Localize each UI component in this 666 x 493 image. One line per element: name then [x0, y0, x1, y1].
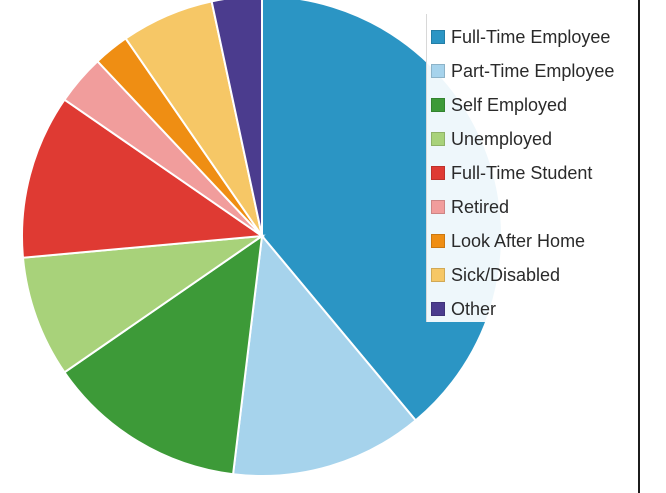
legend-swatch	[431, 98, 445, 112]
legend-swatch	[431, 234, 445, 248]
legend-swatch	[431, 64, 445, 78]
legend-label: Unemployed	[451, 128, 553, 149]
legend-item: Full-Time Employee	[431, 20, 640, 54]
legend-swatch	[431, 268, 445, 282]
legend: Full-Time Employee Part-Time Employee Self…	[426, 14, 640, 322]
legend-label: Full-Time Employee	[451, 26, 611, 47]
legend-label: Look After Home	[451, 230, 586, 251]
pie-slice-other	[210, 0, 263, 237]
legend-label: Other	[451, 298, 497, 319]
frame-border	[638, 0, 640, 493]
legend-swatch	[431, 132, 445, 146]
legend-label: Full-Time Student	[451, 162, 593, 183]
legend-label: Self Employed	[451, 94, 568, 115]
legend-item: Retired	[431, 190, 640, 224]
legend-item: Other	[431, 292, 640, 322]
legend-swatch	[431, 30, 445, 44]
pie-slice-full-time-student	[21, 98, 265, 259]
legend-label: Sick/Disabled	[451, 264, 561, 285]
pie-slice-unemployed	[21, 234, 266, 374]
legend-item: Sick/Disabled	[431, 258, 640, 292]
legend-item: Look After Home	[431, 224, 640, 258]
legend-swatch	[431, 200, 445, 214]
legend-item: Self Employed	[431, 88, 640, 122]
pie-slice-part-time-employee	[231, 233, 418, 477]
legend-item: Part-Time Employee	[431, 54, 640, 88]
legend-swatch	[431, 302, 445, 316]
legend-label: Retired	[451, 196, 510, 217]
legend-item: Unemployed	[431, 122, 640, 156]
legend-label: Part-Time Employee	[451, 60, 615, 81]
pie-slice-self-employed	[63, 233, 264, 476]
legend-item: Full-Time Student	[431, 156, 640, 190]
legend-swatch	[431, 166, 445, 180]
